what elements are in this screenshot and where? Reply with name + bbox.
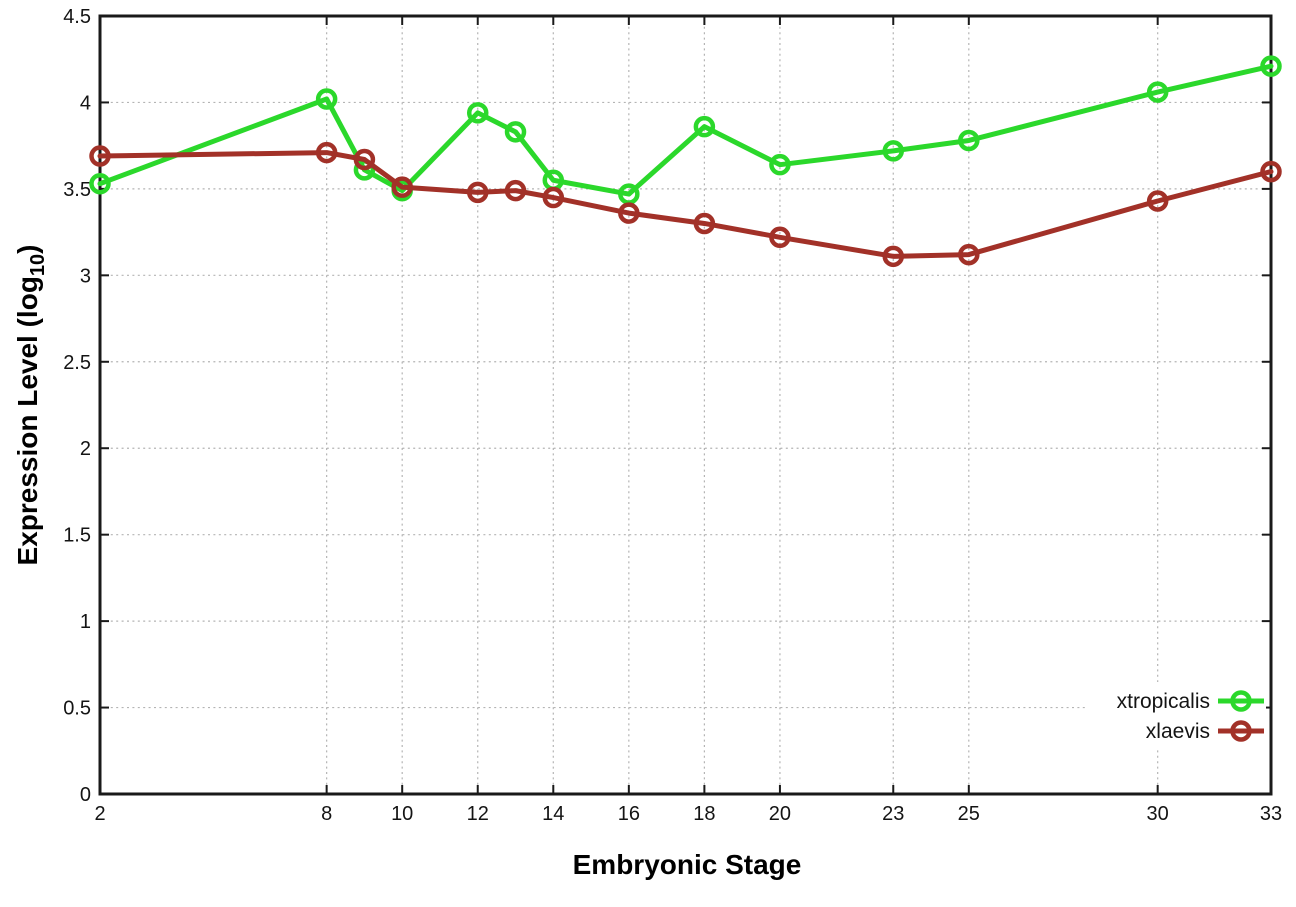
data-point-xlaevis-stage-25 xyxy=(958,243,980,266)
x-tick-label: 20 xyxy=(769,803,791,825)
legend-label-xlaevis: xlaevis xyxy=(1146,720,1210,743)
x-tick-label: 16 xyxy=(618,803,640,825)
y-tick-label: 0.5 xyxy=(63,698,91,720)
data-point-xtropicalis-stage-18 xyxy=(693,115,716,138)
x-tick-label: 14 xyxy=(542,803,564,825)
data-point-xtropicalis-stage-30 xyxy=(1146,81,1169,103)
x-tick-label: 8 xyxy=(321,803,332,825)
data-point-xlaevis-stage-14 xyxy=(542,186,565,209)
data-point-xlaevis-stage-10 xyxy=(391,176,413,198)
y-tick-label: 2.5 xyxy=(63,352,91,374)
y-axis-title-text: Expression Level (log xyxy=(12,276,43,566)
y-tick-label: 3.5 xyxy=(63,179,91,201)
x-tick-label: 23 xyxy=(882,803,904,825)
data-point-xtropicalis-stage-33 xyxy=(1260,55,1282,77)
legend-marker-xlaevis xyxy=(1230,720,1252,742)
data-point-xlaevis-stage-33 xyxy=(1260,160,1282,183)
series-line-xlaevis xyxy=(97,150,1274,259)
data-point-xtropicalis-stage-23 xyxy=(882,140,905,162)
data-point-xlaevis-stage-13 xyxy=(504,179,527,202)
data-point-xtropicalis-stage-13 xyxy=(504,121,527,143)
data-point-xlaevis-stage-23 xyxy=(882,245,905,268)
data-point-xlaevis-stage-9 xyxy=(353,148,376,171)
data-point-xlaevis-stage-30 xyxy=(1146,190,1169,212)
data-point-xlaevis-stage-2 xyxy=(89,145,111,167)
plot-border xyxy=(98,14,1273,796)
data-point-xlaevis-stage-20 xyxy=(769,226,791,249)
y-tick-label: 4 xyxy=(80,92,91,114)
y-tick-label: 4.5 xyxy=(63,6,91,28)
y-tick-label: 1.5 xyxy=(63,525,91,547)
x-tick-label: 2 xyxy=(94,803,105,825)
data-point-xlaevis-stage-8 xyxy=(315,141,338,164)
data-point-xtropicalis-stage-20 xyxy=(769,153,791,176)
data-point-xtropicalis-stage-8 xyxy=(315,88,338,110)
data-point-xlaevis-stage-12 xyxy=(466,181,489,204)
data-point-xtropicalis-stage-25 xyxy=(958,129,980,152)
y-axis-title-subscript: 10 xyxy=(27,253,49,277)
y-tick-label: 2 xyxy=(80,438,91,460)
x-tick-label: 30 xyxy=(1147,803,1169,825)
x-axis-title: Embryonic Stage xyxy=(572,849,802,880)
x-tick-label: 12 xyxy=(467,803,489,825)
data-point-xtropicalis-stage-12 xyxy=(466,102,489,124)
y-axis-title: Expression Level (log10) xyxy=(12,145,49,665)
data-point-xlaevis-stage-16 xyxy=(618,202,640,224)
x-tick-label: 10 xyxy=(391,803,413,825)
x-tick-label: 33 xyxy=(1260,803,1282,825)
legend-label-xtropicalis: xtropicalis xyxy=(1117,690,1210,713)
data-point-xtropicalis-stage-2 xyxy=(89,172,111,195)
x-tick-label: 18 xyxy=(693,803,715,825)
x-tick-label: 25 xyxy=(958,803,980,825)
y-tick-label: 1 xyxy=(80,611,91,633)
legend-marker-xtropicalis xyxy=(1230,690,1252,712)
y-axis-title-close: ) xyxy=(12,244,43,254)
y-tick-label: 0 xyxy=(80,784,91,806)
data-point-xlaevis-stage-18 xyxy=(693,212,716,235)
series-line-xtropicalis xyxy=(97,63,1274,197)
y-tick-label: 3 xyxy=(80,265,91,287)
